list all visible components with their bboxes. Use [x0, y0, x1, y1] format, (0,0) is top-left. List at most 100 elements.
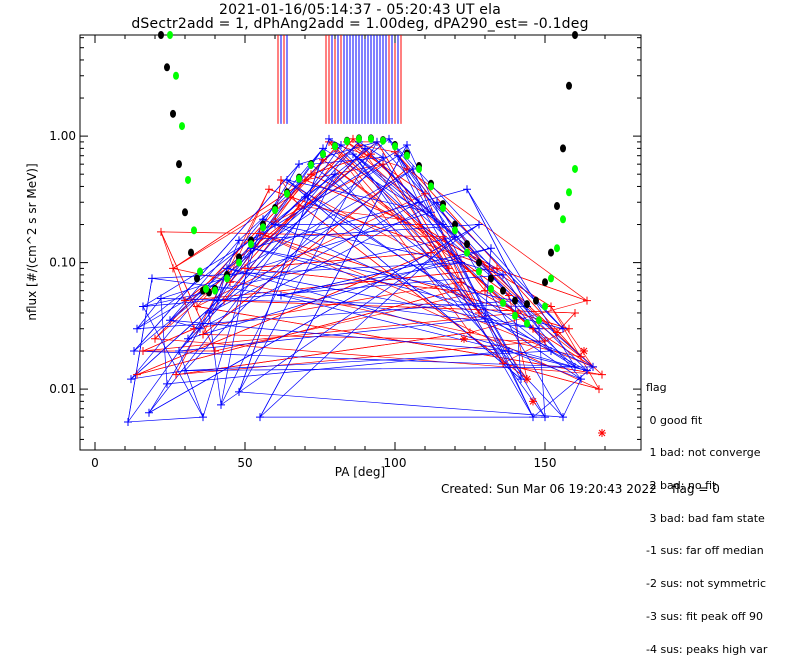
- red-connector: [175, 189, 270, 375]
- blue-connector: [184, 350, 552, 371]
- blue-connector: [250, 247, 516, 302]
- x-tick-label: 100: [384, 456, 407, 470]
- red-plus-point: [493, 264, 501, 273]
- green-fit-point: [560, 215, 566, 224]
- blue-plus-point: [589, 362, 597, 371]
- red-star-point: [460, 334, 468, 343]
- blue-connector: [250, 188, 468, 249]
- blue-connector: [352, 153, 486, 319]
- blue-connector: [280, 295, 588, 371]
- red-connector: [328, 141, 408, 170]
- blue-connector: [238, 144, 342, 241]
- red-connector: [310, 153, 372, 175]
- blue-connector: [466, 189, 576, 368]
- red-connector: [259, 233, 594, 368]
- blue-plus-point: [433, 198, 441, 207]
- green-fit-point: [197, 267, 203, 276]
- green-fit-point: [500, 298, 506, 307]
- blue-connector: [466, 189, 528, 307]
- red-connector: [175, 332, 471, 376]
- legend-item: 0 good fit: [646, 413, 703, 427]
- blue-plus-point: [256, 413, 264, 422]
- blue-plus-point: [439, 220, 447, 229]
- red-star-point: [580, 347, 588, 356]
- red-plus-point: [421, 189, 429, 198]
- blue-plus-point: [124, 417, 132, 426]
- green-fit-point: [320, 150, 326, 159]
- blue-connector: [136, 168, 414, 330]
- blue-plus-point: [559, 413, 567, 422]
- created-timestamp: Created: Sun Mar 06 19:20:43 2022: [441, 482, 657, 496]
- blue-connector: [352, 153, 504, 276]
- red-plus-point: [505, 291, 513, 300]
- blue-connector: [484, 318, 534, 418]
- flag-value: flag = 0: [672, 482, 720, 496]
- blue-connector: [502, 274, 540, 329]
- blue-plus-point: [349, 150, 357, 159]
- red-connector: [214, 290, 486, 352]
- blue-connector: [376, 141, 528, 307]
- red-plus-point: [367, 150, 375, 159]
- red-connector: [202, 168, 408, 335]
- green-fit-point: [236, 258, 242, 267]
- red-connector: [160, 231, 195, 329]
- red-plus-point: [541, 337, 549, 346]
- blue-plus-point: [457, 258, 465, 267]
- blue-plus-point: [271, 220, 279, 229]
- red-plus-point: [193, 302, 201, 311]
- green-fit-point: [476, 267, 482, 276]
- green-fit-point: [173, 71, 179, 80]
- blue-plus-point: [175, 347, 183, 356]
- blue-connector: [187, 141, 360, 339]
- red-plus-point: [481, 286, 489, 295]
- green-fit-point: [212, 286, 218, 295]
- blue-plus-point: [529, 413, 537, 422]
- blue-connector: [160, 211, 432, 299]
- red-connector: [556, 312, 576, 333]
- blue-connector: [166, 328, 201, 385]
- green-fit-point: [416, 164, 422, 173]
- blue-plus-point: [571, 362, 579, 371]
- y-tick-label: 0.10: [49, 256, 76, 270]
- red-plus-point: [295, 202, 303, 211]
- red-plus-point: [199, 330, 207, 339]
- blue-connector: [352, 153, 594, 368]
- blue-plus-point: [427, 208, 435, 217]
- blue-connector: [364, 148, 588, 371]
- black-fit-point: [548, 248, 554, 257]
- red-plus-point: [307, 170, 315, 179]
- black-fit-point: [158, 31, 164, 39]
- green-fit-point: [308, 161, 314, 170]
- red-plus-point: [151, 334, 159, 343]
- red-connector: [418, 224, 552, 307]
- black-fit-point: [182, 208, 188, 217]
- blue-plus-point: [463, 185, 471, 194]
- red-plus-point: [157, 227, 165, 236]
- blue-connector: [199, 201, 438, 330]
- blue-plus-point: [139, 302, 147, 311]
- green-fit-point: [512, 311, 518, 320]
- blue-plus-point: [127, 375, 135, 384]
- blue-connector: [148, 224, 480, 414]
- black-fit-point: [524, 300, 530, 309]
- blue-connector: [418, 202, 522, 380]
- green-fit-point: [464, 248, 470, 257]
- red-plus-point: [499, 359, 507, 368]
- blue-connector: [148, 383, 168, 413]
- blue-connector: [406, 144, 534, 418]
- red-star-point: [523, 375, 531, 384]
- legend-item: -2 sus: not symmetric: [646, 577, 766, 591]
- red-connector: [202, 334, 546, 342]
- blue-connector: [262, 218, 594, 368]
- blue-plus-point: [166, 316, 174, 325]
- data-points: [124, 31, 606, 437]
- black-fit-point: [566, 81, 572, 90]
- red-plus-point: [445, 264, 453, 273]
- red-plus-point: [211, 347, 219, 356]
- blue-connector: [280, 262, 462, 296]
- green-fit-point: [554, 244, 560, 253]
- connecting-lines: [127, 138, 603, 423]
- blue-connector: [382, 157, 534, 418]
- blue-connector: [436, 202, 564, 418]
- red-plus-point: [466, 328, 474, 337]
